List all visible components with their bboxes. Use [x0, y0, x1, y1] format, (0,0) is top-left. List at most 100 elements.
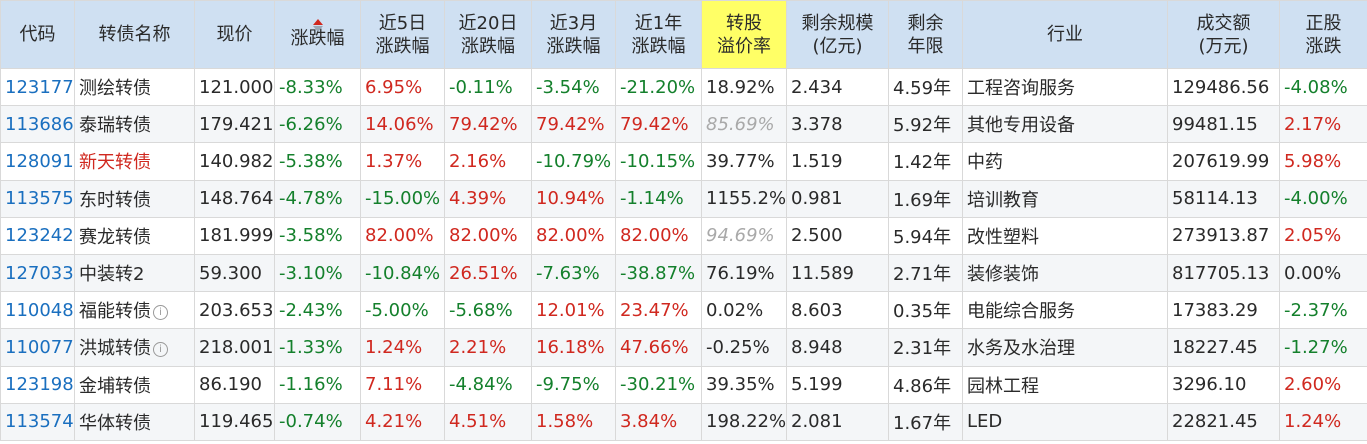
col-header-change[interactable]: 涨跌幅	[274, 0, 361, 69]
col-header-chg5d[interactable]: 近5日 涨跌幅	[360, 0, 445, 69]
name-value[interactable]: 赛龙转债	[79, 226, 151, 248]
name-value[interactable]: 泰瑞转债	[79, 115, 151, 137]
industry-value: 园林工程	[967, 375, 1039, 397]
cell-industry: 改性塑料	[962, 216, 1168, 255]
col-header-stock-chg[interactable]: 正股 涨跌	[1279, 0, 1367, 69]
volume-value: 817705.13	[1172, 262, 1270, 284]
chg20d-value: 4.39%	[449, 188, 507, 210]
price-value: 148.764	[199, 188, 274, 210]
years-value: 2.71年	[893, 264, 952, 286]
code-value[interactable]: 123198	[5, 374, 74, 396]
cell-code[interactable]: 123177	[0, 67, 75, 107]
col-header-industry[interactable]: 行业	[962, 0, 1168, 69]
col-header-scale[interactable]: 剩余规模 (亿元)	[786, 0, 889, 69]
chg5d-value: -15.00%	[365, 188, 441, 210]
name-value[interactable]: 洪城转债	[79, 338, 151, 360]
table-row[interactable]: 110077 洪城转债 i 218.001 -1.33% 1.24% 2.21% 16.18%…	[0, 328, 1367, 367]
code-value[interactable]: 127033	[5, 262, 74, 284]
cell-chg5d: -10.84%	[360, 253, 445, 293]
cell-name[interactable]: 东时转债	[74, 179, 195, 218]
cell-chg1y: 23.47%	[615, 291, 702, 330]
name-value[interactable]: 测绘转债	[79, 78, 151, 100]
col-header-chg3m[interactable]: 近3月 涨跌幅	[531, 0, 616, 69]
cell-chg1y: 47.66%	[615, 328, 702, 367]
col-header-name[interactable]: 转债名称	[74, 0, 195, 69]
cell-code[interactable]: 113575	[0, 179, 75, 218]
table-row[interactable]: 113575 东时转债 148.764 -4.78% -15.00% 4.39% 10.94…	[0, 179, 1367, 218]
cell-scale: 0.981	[786, 179, 889, 218]
cell-chg20d: 26.51%	[444, 253, 532, 293]
scale-value: 2.434	[791, 76, 843, 98]
chg20d-value: 2.21%	[449, 336, 507, 358]
table-row[interactable]: 123198 金埔转债 86.190 -1.16% 7.11% -4.84% -9.75% -…	[0, 365, 1367, 404]
col-header-premium[interactable]: 转股 溢价率	[701, 0, 787, 69]
cell-chg5d: 1.37%	[360, 142, 445, 181]
industry-value: 其他专用设备	[967, 115, 1075, 137]
sort-indicator-icon[interactable]	[279, 19, 356, 32]
table-row[interactable]: 113574 华体转债 119.465 -0.74% 4.21% 4.51% 1.58% 3.…	[0, 402, 1367, 441]
col-header-volume[interactable]: 成交额 (万元)	[1167, 0, 1280, 69]
cell-code[interactable]: 123242	[0, 216, 75, 255]
cell-code[interactable]: 110048	[0, 291, 75, 330]
code-value[interactable]: 110048	[5, 299, 74, 321]
volume-value: 3296.10	[1172, 374, 1247, 396]
name-value[interactable]: 中装转2	[79, 264, 145, 286]
cell-years: 5.94年	[888, 216, 963, 255]
cell-name[interactable]: 福能转债 i	[74, 291, 195, 330]
cell-price: 179.421	[194, 105, 275, 144]
name-value[interactable]: 东时转债	[79, 189, 151, 211]
cell-name[interactable]: 金埔转债	[74, 365, 195, 404]
cell-years: 4.86年	[888, 365, 963, 404]
chg5d-value: 6.95%	[365, 76, 423, 98]
cell-code[interactable]: 127033	[0, 253, 75, 293]
code-value[interactable]: 113686	[5, 113, 74, 135]
code-value[interactable]: 113575	[5, 188, 74, 210]
col-header-chg1y[interactable]: 近1年 涨跌幅	[615, 0, 702, 69]
name-value[interactable]: 金埔转债	[79, 375, 151, 397]
cell-years: 4.59年	[888, 67, 963, 107]
volume-value: 17383.29	[1172, 299, 1258, 321]
code-value[interactable]: 110077	[5, 336, 74, 358]
cell-code[interactable]: 123198	[0, 365, 75, 404]
cell-stock-chg: 1.24%	[1279, 402, 1367, 441]
table-row[interactable]: 123177 测绘转债 121.000 -8.33% 6.95% -0.11% -3.54%…	[0, 67, 1367, 107]
chg5d-value: 82.00%	[365, 225, 434, 247]
cell-name[interactable]: 泰瑞转债	[74, 105, 195, 144]
info-icon[interactable]: i	[153, 342, 168, 358]
cell-code[interactable]: 113574	[0, 402, 75, 441]
name-value[interactable]: 新天转债	[79, 152, 151, 174]
table-row[interactable]: 127033 中装转2 59.300 -3.10% -10.84% 26.51% -7.63…	[0, 253, 1367, 293]
cell-code[interactable]: 128091	[0, 142, 75, 181]
name-value[interactable]: 福能转债	[79, 301, 151, 323]
cell-code[interactable]: 110077	[0, 328, 75, 367]
table-row[interactable]: 110048 福能转债 i 203.653 -2.43% -5.00% -5.68% 12.0…	[0, 291, 1367, 330]
cell-code[interactable]: 113686	[0, 105, 75, 144]
info-icon[interactable]: i	[153, 305, 168, 321]
code-value[interactable]: 123177	[5, 76, 74, 98]
cell-name[interactable]: 洪城转债 i	[74, 328, 195, 367]
cell-chg5d: 14.06%	[360, 105, 445, 144]
table-row[interactable]: 128091 新天转债 140.982 -5.38% 1.37% 2.16% -10.79%…	[0, 142, 1367, 181]
years-value: 1.42年	[893, 152, 952, 174]
code-value[interactable]: 128091	[5, 150, 74, 172]
cell-name[interactable]: 赛龙转债	[74, 216, 195, 255]
cell-name[interactable]: 测绘转债	[74, 67, 195, 107]
name-value[interactable]: 华体转债	[79, 412, 151, 434]
col-header-code[interactable]: 代码	[0, 0, 75, 69]
col-header-price[interactable]: 现价	[194, 0, 275, 69]
cell-name[interactable]: 新天转债	[74, 142, 195, 181]
chg5d-value: 1.24%	[365, 336, 423, 358]
industry-value: 培训教育	[967, 189, 1039, 211]
chg3m-value: -10.79%	[536, 150, 612, 172]
code-value[interactable]: 113574	[5, 411, 74, 433]
col-header-chg20d[interactable]: 近20日 涨跌幅	[444, 0, 532, 69]
cell-name[interactable]: 中装转2	[74, 253, 195, 293]
table-row[interactable]: 113686 泰瑞转债 179.421 -6.26% 14.06% 79.42% 79.42…	[0, 105, 1367, 144]
col-header-years[interactable]: 剩余 年限	[888, 0, 963, 69]
code-value[interactable]: 123242	[5, 225, 74, 247]
cell-name[interactable]: 华体转债	[74, 402, 195, 441]
change-value: -8.33%	[279, 76, 343, 98]
cell-chg20d: 82.00%	[444, 216, 532, 255]
table-row[interactable]: 123242 赛龙转债 181.999 -3.58% 82.00% 82.00% 82.00…	[0, 216, 1367, 255]
chg20d-value: -4.84%	[449, 374, 513, 396]
